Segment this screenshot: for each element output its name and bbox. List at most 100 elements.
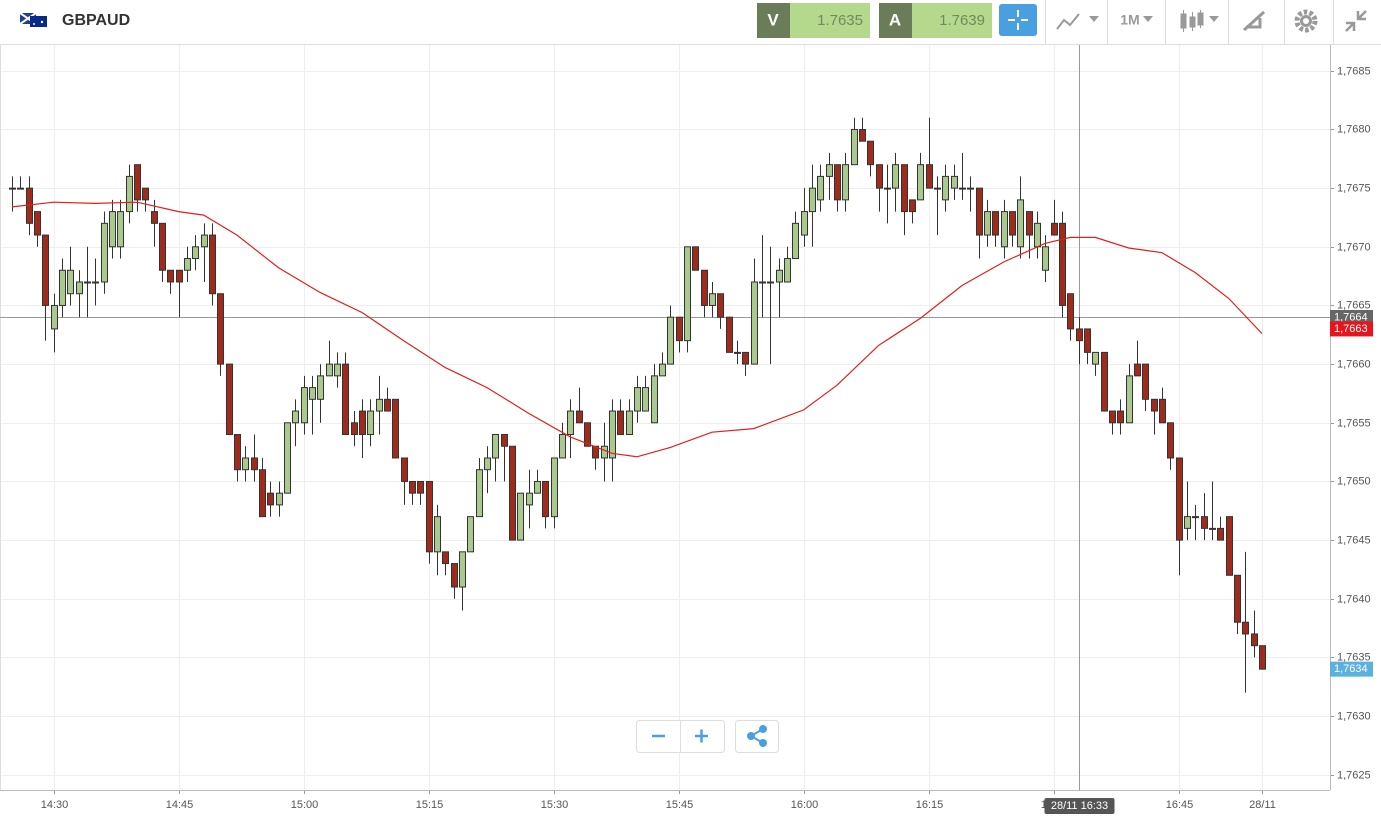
candle-body xyxy=(367,410,374,436)
settings-button[interactable] xyxy=(1294,9,1318,33)
ask-label-box[interactable] xyxy=(879,3,912,38)
candle-body xyxy=(234,434,241,471)
candle-body xyxy=(484,457,491,471)
plot-area xyxy=(0,45,1330,790)
candle-body xyxy=(1117,410,1124,424)
candle-body xyxy=(526,492,533,506)
x-tick-label: 15:45 xyxy=(666,799,694,811)
candle-body xyxy=(109,211,116,248)
zoom-controls xyxy=(636,720,779,753)
candle-body xyxy=(92,281,99,284)
bid-label: V xyxy=(767,10,779,29)
crosshair-x-box xyxy=(1044,798,1115,814)
bid-box[interactable] xyxy=(790,3,870,38)
candle-body xyxy=(451,563,458,588)
y-tick-label: 1,7660 xyxy=(1337,358,1371,370)
candle-body xyxy=(917,164,924,201)
candle-body xyxy=(1101,351,1108,412)
candle-body xyxy=(509,445,516,541)
y-tick-label: 1,7680 xyxy=(1337,123,1371,135)
candle-body xyxy=(142,187,149,201)
indicator-button[interactable] xyxy=(1056,13,1099,30)
candle-body xyxy=(1201,516,1208,529)
candle-body xyxy=(309,387,316,400)
candle-body xyxy=(909,199,916,213)
y-tick-label: 1,7640 xyxy=(1337,593,1371,605)
candle-body xyxy=(101,222,108,283)
candle-body xyxy=(601,445,608,459)
candle-body xyxy=(1242,621,1249,635)
candle-body xyxy=(1142,363,1149,400)
candle-body xyxy=(1259,645,1266,670)
candle-body xyxy=(626,410,633,436)
candle-body xyxy=(951,175,958,189)
candle-body xyxy=(334,363,341,377)
candle-body xyxy=(1159,398,1166,424)
candle-body xyxy=(1067,293,1074,330)
y-tick-label: 1,7650 xyxy=(1337,475,1371,487)
candle-body xyxy=(734,351,741,354)
candle-body xyxy=(292,410,299,424)
candle-body xyxy=(1001,211,1008,248)
x-axis-panel xyxy=(0,790,1381,823)
candle-body xyxy=(17,187,24,190)
zoom-in[interactable] xyxy=(695,729,708,743)
candle-body xyxy=(1217,527,1224,541)
candle-body xyxy=(776,269,783,283)
candle-body xyxy=(542,480,549,518)
timeframe[interactable]: 1M xyxy=(1120,12,1139,28)
candle-body xyxy=(442,551,449,565)
ask-box[interactable] xyxy=(912,3,992,38)
bid-label-box[interactable] xyxy=(757,3,790,38)
y-tick-label: 1,7645 xyxy=(1337,534,1371,546)
crosshair-button[interactable] xyxy=(999,4,1037,36)
ask-label: A xyxy=(889,10,901,29)
symbol: GBPAUD xyxy=(62,12,130,29)
crosshair-y-box xyxy=(1330,310,1373,325)
chart-type-button[interactable] xyxy=(1180,10,1219,32)
x-tick-label: 28/11 xyxy=(1249,799,1276,811)
x-tick-label: 15:00 xyxy=(291,799,319,811)
candle-body xyxy=(1167,422,1174,459)
candle-body xyxy=(201,234,208,248)
ma-last-label-box xyxy=(1330,321,1373,337)
candle-body xyxy=(84,281,91,284)
candle-body xyxy=(642,387,649,412)
candle-body xyxy=(267,492,274,506)
candle-body xyxy=(167,269,174,283)
y-tick-label: 1,7685 xyxy=(1337,65,1371,77)
toolbar-separators xyxy=(1045,0,1334,44)
share-button[interactable] xyxy=(735,720,779,753)
candle-body xyxy=(659,363,666,377)
candle-body xyxy=(342,363,349,436)
candle-body xyxy=(892,164,899,189)
candle-body xyxy=(934,187,941,190)
candle-body xyxy=(651,375,658,424)
candle-body xyxy=(9,187,16,190)
candle-body xyxy=(117,211,124,248)
candle-body xyxy=(51,304,58,330)
x-tick-label: 16:45 xyxy=(1166,799,1194,811)
y-tick-label: 1,7675 xyxy=(1337,182,1371,194)
last-price-label-box xyxy=(1330,661,1373,677)
x-tick-label: 14:30 xyxy=(41,799,69,811)
candle-body xyxy=(876,164,883,189)
candle-body xyxy=(492,434,499,459)
crosshair-x-label: 28/11 16:33 xyxy=(1051,800,1108,812)
candle-body xyxy=(126,175,133,213)
fullscreen-button[interactable] xyxy=(1345,10,1367,32)
candle-body xyxy=(76,281,83,295)
candle-body xyxy=(984,211,991,236)
moving-average xyxy=(11,201,1263,458)
candle-body xyxy=(634,387,641,412)
draw-button[interactable] xyxy=(1242,10,1266,32)
candle-body xyxy=(59,269,66,306)
candle-body xyxy=(326,363,333,377)
candle-body xyxy=(151,211,158,224)
x-tick-label: 16:15 xyxy=(916,799,944,811)
candle-body xyxy=(1184,516,1191,529)
candle-body xyxy=(1209,527,1216,530)
candle-body xyxy=(667,316,674,365)
candle-body xyxy=(884,187,891,190)
candle-body xyxy=(1009,211,1016,236)
